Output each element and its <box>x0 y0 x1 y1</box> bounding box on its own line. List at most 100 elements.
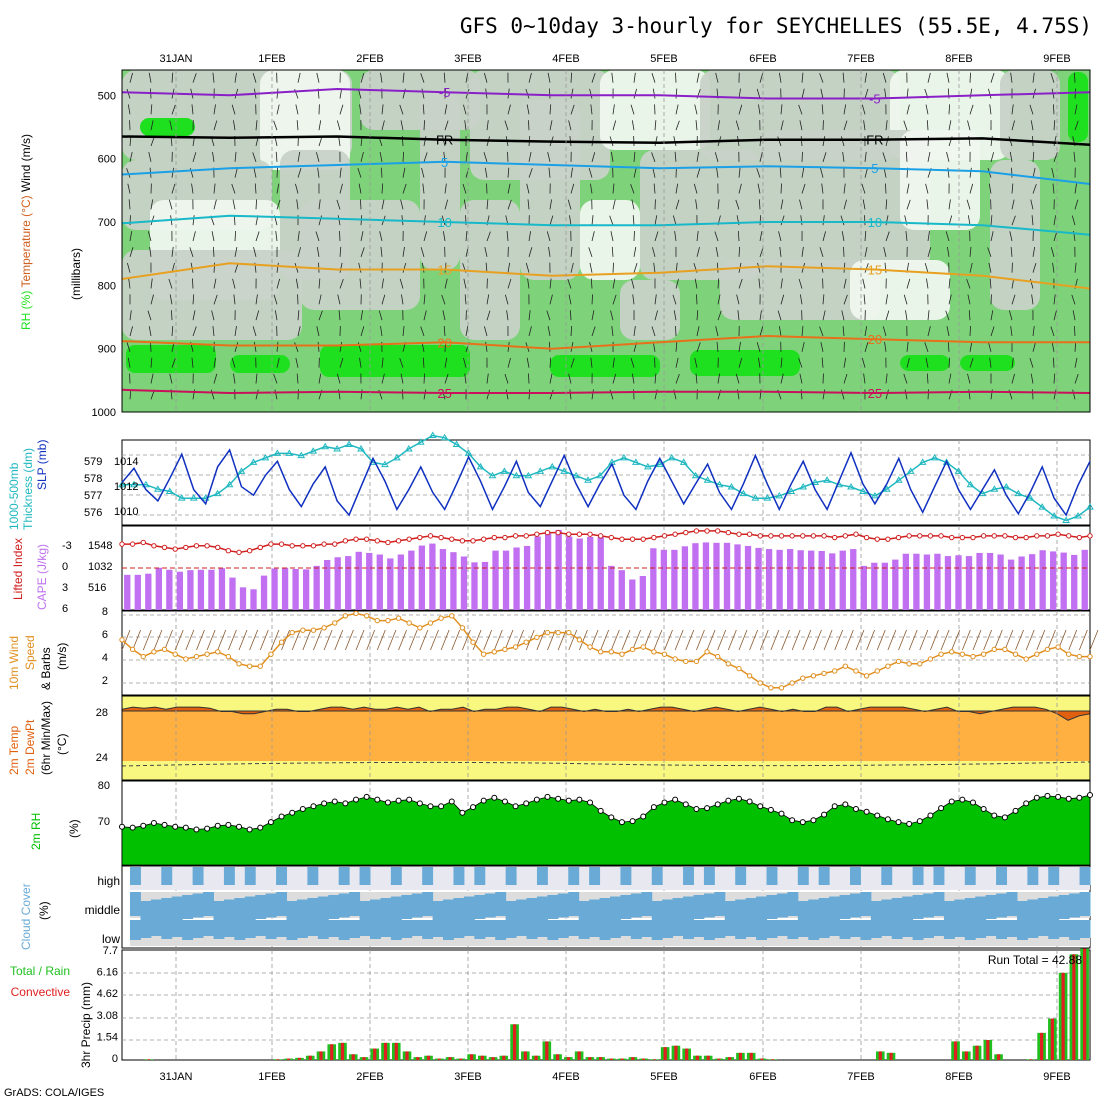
precip-conv-bar <box>297 1057 302 1060</box>
cape-bar <box>881 562 888 610</box>
wind-barb <box>339 341 343 352</box>
precip-conv-bar <box>416 1057 420 1060</box>
isotherm-line <box>121 87 1091 100</box>
rh2m-point <box>1012 807 1019 814</box>
cloud-mid-bar <box>453 898 465 922</box>
wind-barb <box>738 341 741 352</box>
wind-barb <box>927 72 931 83</box>
wind-barb <box>778 72 782 83</box>
precip-conv-bar <box>555 1054 560 1060</box>
lifted-index-point <box>1023 534 1029 541</box>
rh2m-point <box>204 825 211 832</box>
wind10-point <box>619 651 625 657</box>
rh2m-point <box>193 826 200 833</box>
cloud-mid-bar <box>443 899 454 924</box>
wind10-barb <box>536 629 546 651</box>
wind10-barb <box>940 629 950 651</box>
wind10-point <box>683 658 689 665</box>
wind-barb <box>821 183 824 194</box>
wind-barb <box>318 215 322 226</box>
wind-barb <box>948 104 950 115</box>
wind-barb <box>694 104 698 115</box>
cloud-low-bar <box>620 920 632 936</box>
wind10-barb <box>632 629 641 651</box>
wind-barb <box>486 199 489 210</box>
wind-barb <box>843 294 848 305</box>
wind-barb <box>1071 215 1076 226</box>
rh2m-point <box>310 803 317 810</box>
wind-barb <box>904 136 908 147</box>
wind10-barb <box>440 629 450 651</box>
cloud-low-bar <box>902 920 914 937</box>
wind-barb <box>819 247 824 257</box>
lifted-index-point <box>544 529 551 536</box>
rh2m-point <box>629 818 636 825</box>
wind10-barb <box>674 629 684 651</box>
cloud-high-bar <box>568 867 580 885</box>
wind10-barb <box>600 629 610 651</box>
wind-barb <box>591 326 596 337</box>
wind-barb <box>547 72 551 83</box>
cloud-mid-bar <box>161 898 173 922</box>
precip-conv-bar <box>631 1057 635 1060</box>
thickness-point <box>536 467 545 474</box>
wind-barb <box>843 199 847 210</box>
wind-barb <box>631 278 635 289</box>
cape-bar <box>1039 550 1046 610</box>
wind-barb <box>673 310 677 321</box>
cape-bar <box>671 549 678 610</box>
cloud-low-bar <box>370 920 381 939</box>
rh-high-region <box>550 355 660 377</box>
wind-barb <box>402 72 405 83</box>
cloud-mid-bar <box>380 898 392 922</box>
wind10-point <box>863 673 870 679</box>
thickness-point <box>703 476 712 483</box>
wind-barb <box>1074 120 1079 131</box>
precip-tick: 3.08 <box>97 1010 118 1022</box>
wind-barb <box>780 278 783 289</box>
wind-barb <box>549 278 552 289</box>
rh-high-region <box>126 345 216 373</box>
wind-barb <box>276 199 281 210</box>
wind-barb <box>801 326 804 337</box>
wind-barb <box>610 151 614 162</box>
wind-barb <box>212 246 215 257</box>
wind-barb <box>255 231 260 242</box>
wind10-barb <box>610 629 620 651</box>
thickness-point <box>655 460 664 468</box>
cloud-level-bg <box>130 867 1090 890</box>
wind-barb <box>843 357 847 368</box>
lifted-index-point <box>629 536 636 542</box>
rh2m-point <box>682 801 689 808</box>
cloud-low-bar <box>954 920 966 937</box>
lifted-index-point <box>661 533 668 539</box>
wind-barb <box>212 151 215 162</box>
rh2m-point <box>1044 792 1051 799</box>
rh2m-point <box>480 797 487 804</box>
wind10-point <box>289 629 295 636</box>
precip-conv-bar <box>964 1051 968 1060</box>
wind10-point <box>980 651 987 657</box>
wind-barb <box>882 72 887 83</box>
wind-barb <box>966 278 971 289</box>
wind-barb <box>651 326 656 337</box>
lifted-index-point <box>1044 533 1051 539</box>
rh-region <box>300 200 420 310</box>
wind-barb <box>1029 358 1034 368</box>
wind-barb <box>568 373 572 384</box>
wind-barb <box>738 278 743 289</box>
wind-barb <box>567 278 572 289</box>
wind-barb <box>568 120 572 131</box>
lifted-index-point <box>534 531 540 537</box>
wind-barb <box>1032 72 1035 83</box>
wind-barb <box>759 231 763 242</box>
lifted-index-point <box>608 534 615 541</box>
cape-bar <box>839 550 846 610</box>
wind-barb <box>926 120 929 131</box>
pressure-tick: 700 <box>98 217 116 229</box>
wind-barb <box>297 168 302 178</box>
cape-bar <box>187 570 194 610</box>
wind-barb <box>464 120 467 131</box>
cape-bar <box>566 536 573 610</box>
wind-barb <box>905 231 908 242</box>
